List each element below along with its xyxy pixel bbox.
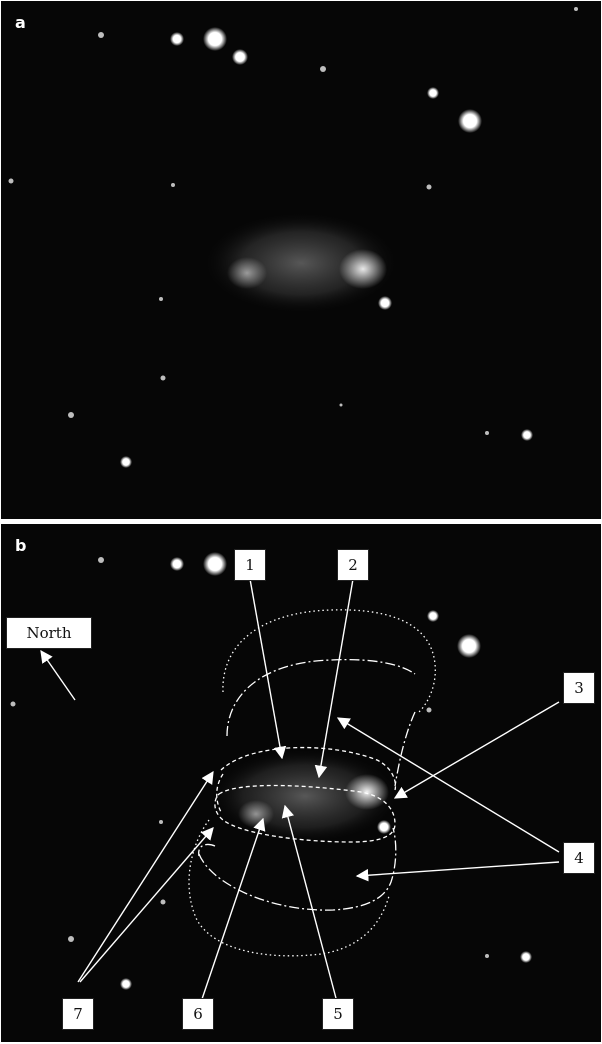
star <box>170 32 184 46</box>
contour-dashdot-north <box>226 658 416 737</box>
callout-3: 3 <box>563 672 595 704</box>
star <box>457 634 481 658</box>
star <box>427 87 439 99</box>
panel-b-label: b <box>15 536 27 555</box>
arrow-7b <box>79 827 214 983</box>
faint-stars <box>10 557 489 958</box>
star <box>377 820 391 834</box>
faint-stars <box>8 7 578 435</box>
nebula <box>201 211 401 315</box>
star <box>378 296 392 310</box>
panel-a-starfield <box>1 1 601 519</box>
star <box>232 49 248 65</box>
nebula-knot-east <box>339 249 387 289</box>
arrow-3 <box>393 701 560 799</box>
star <box>120 456 132 468</box>
star <box>120 978 132 990</box>
arrow-2 <box>314 578 354 779</box>
contour-outer-north <box>222 609 436 713</box>
star <box>170 557 184 571</box>
star <box>458 109 482 133</box>
callout-6: 6 <box>182 998 214 1030</box>
nebula-knot-east <box>345 774 389 810</box>
callout-1: 1 <box>234 549 266 581</box>
arrow-4b <box>355 861 560 882</box>
arrow-5 <box>281 804 338 1003</box>
star <box>521 429 533 441</box>
arrow-4a <box>336 717 560 853</box>
callout-4: 4 <box>563 842 595 874</box>
nebula-knot-west <box>238 800 274 828</box>
panel-a-image: a <box>1 1 601 519</box>
contour-dashdot-south <box>198 827 397 911</box>
panel-b-image: b North 1 2 3 4 5 6 7 <box>1 524 601 1042</box>
panel-b-starfield <box>1 524 601 1042</box>
callout-7: 7 <box>62 998 94 1030</box>
panel-a-label: a <box>15 13 26 32</box>
callout-5: 5 <box>322 998 354 1030</box>
callout-arrows <box>40 578 560 1003</box>
star <box>520 951 532 963</box>
arrow-6 <box>200 817 266 1003</box>
star <box>203 27 227 51</box>
nebula-contours <box>188 609 436 957</box>
north-arrow <box>40 649 76 701</box>
nebula-knot-west <box>227 257 267 289</box>
north-label: North <box>6 617 92 649</box>
star <box>427 610 439 622</box>
contour-inner-lower <box>214 784 396 843</box>
arrow-7a <box>77 770 214 983</box>
callout-2: 2 <box>337 549 369 581</box>
arrow-1 <box>249 578 287 760</box>
star <box>203 552 227 576</box>
